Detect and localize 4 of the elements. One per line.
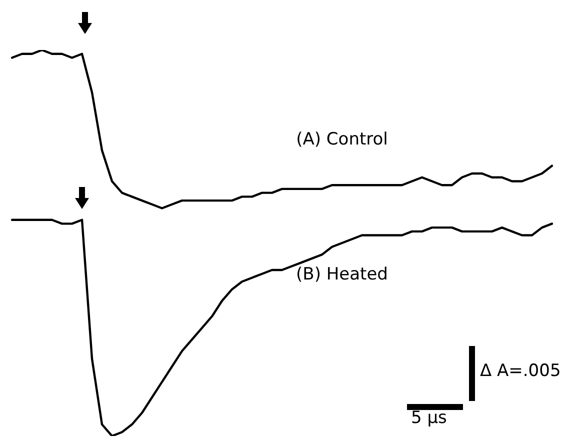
annotation: Δ A=.005 bbox=[480, 361, 561, 381]
annotation: 5 μs bbox=[411, 408, 447, 428]
text: (A) Control bbox=[296, 130, 388, 150]
series-label: (B) Heated bbox=[296, 264, 388, 284]
